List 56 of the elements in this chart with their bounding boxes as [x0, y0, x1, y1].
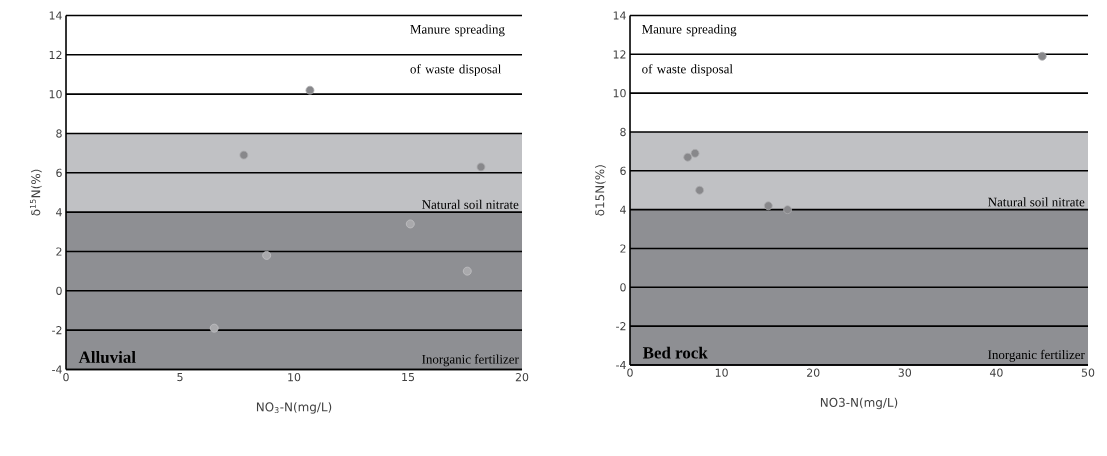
x-tick-label: 10 — [715, 368, 728, 377]
point — [683, 152, 693, 162]
point — [462, 266, 472, 276]
y-tick-label: 0 — [56, 286, 62, 295]
y-tick-label: 4 — [620, 205, 626, 214]
x-tick-label: 20 — [807, 368, 820, 377]
x-tick-label: 10 — [288, 373, 301, 382]
x-tick-label: 30 — [898, 368, 912, 377]
y-tick-label: 8 — [620, 127, 626, 137]
y-tick-label: -2 — [616, 322, 626, 331]
x-tick-label: 0 — [63, 373, 69, 382]
text: Bed rock — [642, 346, 708, 359]
text: Alluvial — [78, 351, 136, 363]
y-tick-label: 6 — [56, 168, 62, 177]
x-tick-label: 50 — [1081, 368, 1095, 377]
y-axis-title: δ15N(%) — [595, 165, 606, 216]
y-tick-label: 6 — [620, 166, 626, 175]
x-tick-label: 40 — [989, 368, 1003, 377]
y-tick-label: 10 — [49, 90, 62, 99]
point — [763, 201, 773, 211]
point — [305, 85, 315, 95]
x-tick-label: 0 — [627, 368, 633, 377]
x-tick-label: 15 — [402, 373, 415, 382]
x-axis-title: NO3-N(mg/L) — [820, 397, 898, 410]
y-tick-label: 12 — [49, 50, 62, 59]
band-label: Inorganic fertilizer — [422, 354, 519, 367]
band-label: Natural soil nitrate — [422, 199, 519, 209]
point — [783, 205, 792, 215]
point — [239, 150, 249, 160]
x-tick-label: 20 — [515, 373, 529, 382]
y-axis-title: δ$^{15}$N(%) — [29, 169, 42, 216]
point — [695, 185, 705, 195]
y-tick-label: 2 — [56, 247, 62, 256]
x-tick-label: 5 — [177, 373, 183, 382]
y-tick-label: 8 — [56, 129, 62, 138]
text: Manure spreading of waste disposal — [642, 24, 737, 77]
y-tick-label: 14 — [613, 11, 626, 20]
point — [476, 162, 486, 172]
y-tick-label: 14 — [49, 11, 62, 20]
y-tick-label: 4 — [56, 208, 62, 217]
y-tick-label: 12 — [613, 50, 626, 59]
y-tick-label: 10 — [613, 89, 626, 98]
y-tick-label: 2 — [620, 244, 626, 253]
band-label: Natural soil nitrate — [988, 197, 1085, 207]
point — [1037, 51, 1047, 61]
y-tick-label: -4 — [52, 365, 62, 374]
x-axis-title: NO$_{3}$-N(mg/L) — [256, 402, 332, 414]
y-tick-label: -2 — [52, 326, 62, 335]
point — [262, 251, 272, 260]
band-label: Inorganic fertilizer — [988, 349, 1085, 362]
point — [405, 219, 415, 229]
point — [690, 148, 700, 158]
text: Manure spreading of waste disposal — [410, 24, 505, 77]
y-tick-label: -4 — [616, 361, 626, 369]
y-tick-label: 0 — [620, 283, 626, 292]
point — [209, 323, 219, 333]
